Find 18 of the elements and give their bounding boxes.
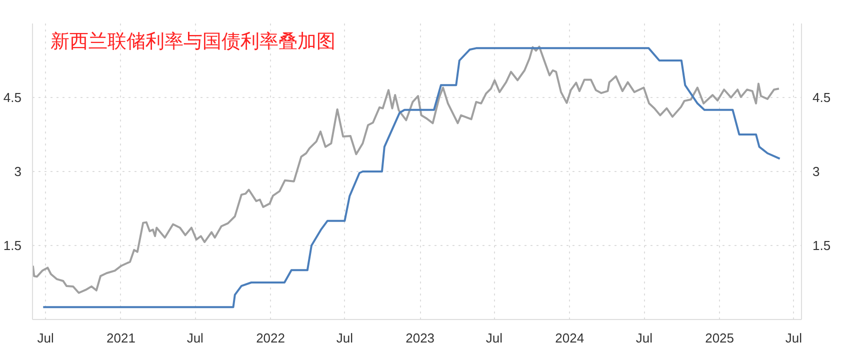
x-tick-label: Jul xyxy=(336,330,354,346)
y2-tick-label: 1.5 xyxy=(812,238,831,253)
x-tick-label: Jul xyxy=(486,330,503,346)
x-tick-label: 2025 xyxy=(705,330,734,346)
x-tick-label: 2023 xyxy=(406,330,435,346)
x-tick-label: Jul xyxy=(186,330,204,346)
x-tick-label: Jul xyxy=(636,330,653,346)
y2-tick-label: 3 xyxy=(812,164,820,179)
x-tick-label: Jul xyxy=(37,330,54,346)
y2-tick-label: 4.5 xyxy=(812,90,831,105)
x-tick-label: 2021 xyxy=(106,330,136,346)
chart-title: 新西兰联储利率与国债利率叠加图 xyxy=(50,30,336,52)
y-tick-label: 1.5 xyxy=(3,238,22,253)
y-tick-label: 4.5 xyxy=(3,90,22,105)
x-tick-label: Jul xyxy=(785,330,802,346)
x-tick-label: 2024 xyxy=(555,330,584,346)
y-tick-label: 3 xyxy=(14,164,22,179)
x-tick-label: 2022 xyxy=(256,330,285,346)
